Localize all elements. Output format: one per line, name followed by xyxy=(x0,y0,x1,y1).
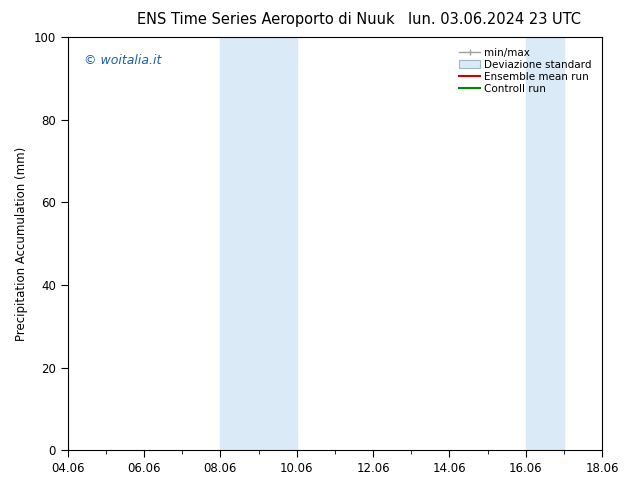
Text: © woitalia.it: © woitalia.it xyxy=(84,54,161,67)
Text: ENS Time Series Aeroporto di Nuuk: ENS Time Series Aeroporto di Nuuk xyxy=(138,12,395,27)
Text: lun. 03.06.2024 23 UTC: lun. 03.06.2024 23 UTC xyxy=(408,12,581,27)
Y-axis label: Precipitation Accumulation (mm): Precipitation Accumulation (mm) xyxy=(15,147,28,341)
Bar xyxy=(221,37,297,450)
Bar xyxy=(526,37,564,450)
Legend: min/max, Deviazione standard, Ensemble mean run, Controll run: min/max, Deviazione standard, Ensemble m… xyxy=(454,42,597,99)
